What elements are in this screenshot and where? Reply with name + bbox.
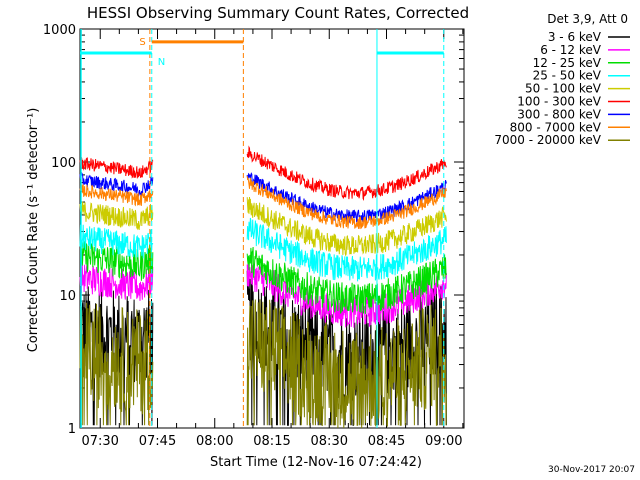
- series-line: [79, 183, 154, 207]
- y-tick-label: 10: [59, 289, 76, 304]
- series-line: [246, 175, 447, 230]
- series-line: [79, 302, 154, 426]
- saa-label: S: [139, 37, 145, 48]
- series-line: [79, 201, 154, 231]
- legend-label: 100 - 300 keV: [517, 95, 601, 109]
- footer-date: 30-Nov-2017 20:07: [548, 465, 635, 475]
- night-label: N: [158, 57, 165, 68]
- legend-label: 6 - 12 keV: [540, 43, 602, 57]
- legend-header: Det 3,9, Att 0: [547, 12, 628, 26]
- series-line: [246, 196, 447, 257]
- legend-label: 25 - 50 keV: [533, 69, 602, 83]
- y-axis-label: Corrected Count Rate (s⁻¹ detector⁻¹): [26, 108, 41, 353]
- series-line: [79, 240, 154, 281]
- legend-label: 300 - 800 keV: [517, 107, 601, 121]
- legend-label: 800 - 7000 keV: [510, 120, 602, 134]
- x-tick-label: 08:15: [253, 434, 290, 449]
- series-line: [246, 246, 447, 314]
- legend-label: 12 - 25 keV: [533, 56, 602, 70]
- legend-label: 7000 - 20000 keV: [494, 133, 601, 147]
- x-axis-label: Start Time (12-Nov-16 07:24:42): [210, 455, 422, 470]
- x-tick-label: 08:00: [196, 434, 233, 449]
- x-tick-label: 08:30: [311, 434, 348, 449]
- series-line: [79, 224, 154, 259]
- legend-label: 3 - 6 keV: [548, 30, 602, 44]
- series-line: [246, 145, 447, 202]
- series-line: [79, 157, 154, 179]
- plot-area: 1 10 100 1000 07:30 07:45 08:00 08:15 08:30 08:45…: [43, 23, 465, 449]
- legend-label: 50 - 100 keV: [525, 82, 602, 96]
- x-tick-label: 09:00: [425, 434, 462, 449]
- chart-title: HESSI Observing Summary Count Rates, Cor…: [87, 4, 469, 22]
- series-line: [246, 299, 447, 429]
- series-line: [246, 217, 447, 282]
- y-tick-label: 1: [68, 422, 76, 437]
- x-tick-label: 07:45: [139, 434, 176, 449]
- x-tick-label: 07:30: [81, 434, 118, 449]
- y-tick-label: 1000: [43, 23, 76, 38]
- y-tick-label: 100: [51, 156, 76, 171]
- x-tick-label: 08:45: [368, 434, 405, 449]
- series-line: [79, 262, 154, 301]
